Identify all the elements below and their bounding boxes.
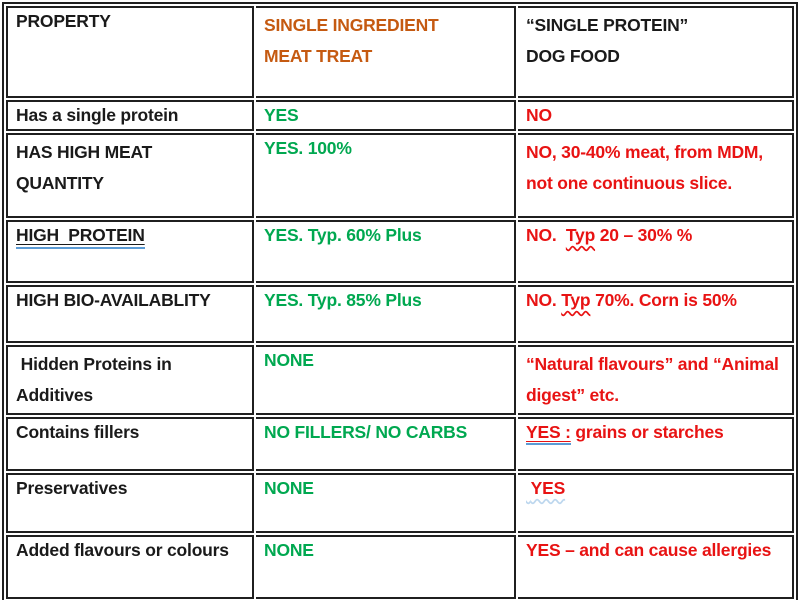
header-row: PROPERTY SINGLE INGREDIENT MEAT TREAT “SIN… <box>6 6 794 98</box>
cell-property: Preservatives <box>6 473 254 533</box>
table-row: Preservatives NONE YES <box>6 473 794 533</box>
table-row: HIGH PROTEIN YES. Typ. 60% Plus NO. Typ 20… <box>6 220 794 283</box>
table-row: Added flavours or colours NONE YES – and c… <box>6 535 794 599</box>
cell-property: HIGH BIO-AVAILABLITY <box>6 285 254 343</box>
cell-treat: YES. Typ. 85% Plus <box>256 285 516 343</box>
cell-property: PROPERTY <box>6 6 254 98</box>
cell-treat: YES <box>256 100 516 131</box>
decorated-text-wavy-red: Typ <box>561 290 591 310</box>
cell-property: Has a single protein <box>6 100 254 131</box>
cell-food: YES <box>518 473 794 533</box>
cell-treat: NONE <box>256 473 516 533</box>
cell-food: NO, 30-40% meat, from MDM, not one conti… <box>518 133 794 218</box>
cell-treat: YES. 100% <box>256 133 516 218</box>
cell-property: HAS HIGH MEAT QUANTITY <box>6 133 254 218</box>
cell-property: HIGH PROTEIN <box>6 220 254 283</box>
cell-property: Contains fillers <box>6 417 254 471</box>
cell-food: “SINGLE PROTEIN” DOG FOOD <box>518 6 794 98</box>
cell-food: NO <box>518 100 794 131</box>
cell-treat: NO FILLERS/ NO CARBS <box>256 417 516 471</box>
decorated-text-wavy-red: Typ <box>565 225 596 245</box>
cell-food: “Natural flavours” and “Animal digest” e… <box>518 345 794 415</box>
decorated-text-u-blue: HIGH PROTEIN <box>16 225 145 249</box>
cell-property: Added flavours or colours <box>6 535 254 599</box>
decorated-text-u-red-blue: YES : <box>526 422 571 445</box>
cell-treat: NONE <box>256 345 516 415</box>
cell-food: YES – and can cause allergies <box>518 535 794 599</box>
cell-treat: SINGLE INGREDIENT MEAT TREAT <box>256 6 516 98</box>
cell-treat: NONE <box>256 535 516 599</box>
table-row: HAS HIGH MEAT QUANTITY YES. 100% NO, 30-40… <box>6 133 794 218</box>
table-row: Contains fillers NO FILLERS/ NO CARBS YES … <box>6 417 794 471</box>
cell-treat: YES. Typ. 60% Plus <box>256 220 516 283</box>
cell-food: YES : grains or starches <box>518 417 794 471</box>
table-body: PROPERTY SINGLE INGREDIENT MEAT TREAT “SIN… <box>6 6 794 599</box>
table-row: Hidden Proteins in Additives NONE “Natural… <box>6 345 794 415</box>
decorated-text-wavy-blue: YES <box>526 478 566 498</box>
cell-property: Hidden Proteins in Additives <box>6 345 254 415</box>
cell-food: NO. Typ 70%. Corn is 50% <box>518 285 794 343</box>
table-row: Has a single protein YES NO <box>6 100 794 131</box>
cell-food: NO. Typ 20 – 30% % <box>518 220 794 283</box>
table-row: HIGH BIO-AVAILABLITY YES. Typ. 85% Plus NO… <box>6 285 794 343</box>
